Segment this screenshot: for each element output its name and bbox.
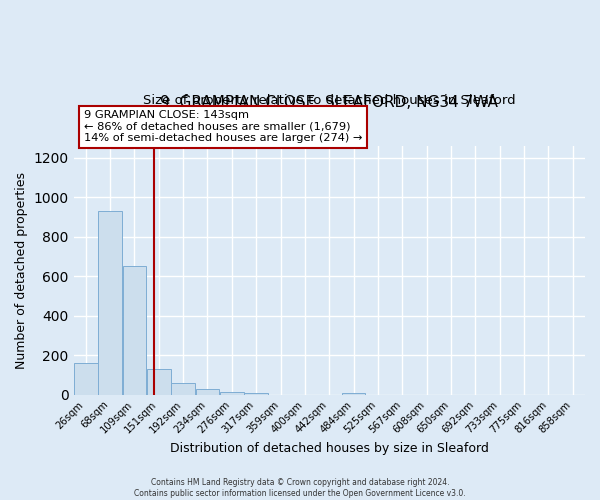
Bar [147, 369, 170, 394]
X-axis label: Distribution of detached houses by size in Sleaford: Distribution of detached houses by size … [170, 442, 489, 455]
Bar [342, 392, 365, 394]
Bar [74, 363, 98, 394]
Y-axis label: Number of detached properties: Number of detached properties [15, 172, 28, 368]
Text: 9 GRAMPIAN CLOSE: 143sqm
← 86% of detached houses are smaller (1,679)
14% of sem: 9 GRAMPIAN CLOSE: 143sqm ← 86% of detach… [84, 110, 362, 144]
Text: Contains HM Land Registry data © Crown copyright and database right 2024.
Contai: Contains HM Land Registry data © Crown c… [134, 478, 466, 498]
Bar [196, 388, 220, 394]
Bar [98, 211, 122, 394]
Bar [244, 393, 268, 394]
Bar [172, 382, 195, 394]
Bar [122, 266, 146, 394]
Text: 9, GRAMPIAN CLOSE, SLEAFORD, NG34 7WA: 9, GRAMPIAN CLOSE, SLEAFORD, NG34 7WA [160, 95, 498, 110]
Title: Size of property relative to detached houses in Sleaford: Size of property relative to detached ho… [143, 94, 515, 107]
Bar [220, 392, 244, 394]
